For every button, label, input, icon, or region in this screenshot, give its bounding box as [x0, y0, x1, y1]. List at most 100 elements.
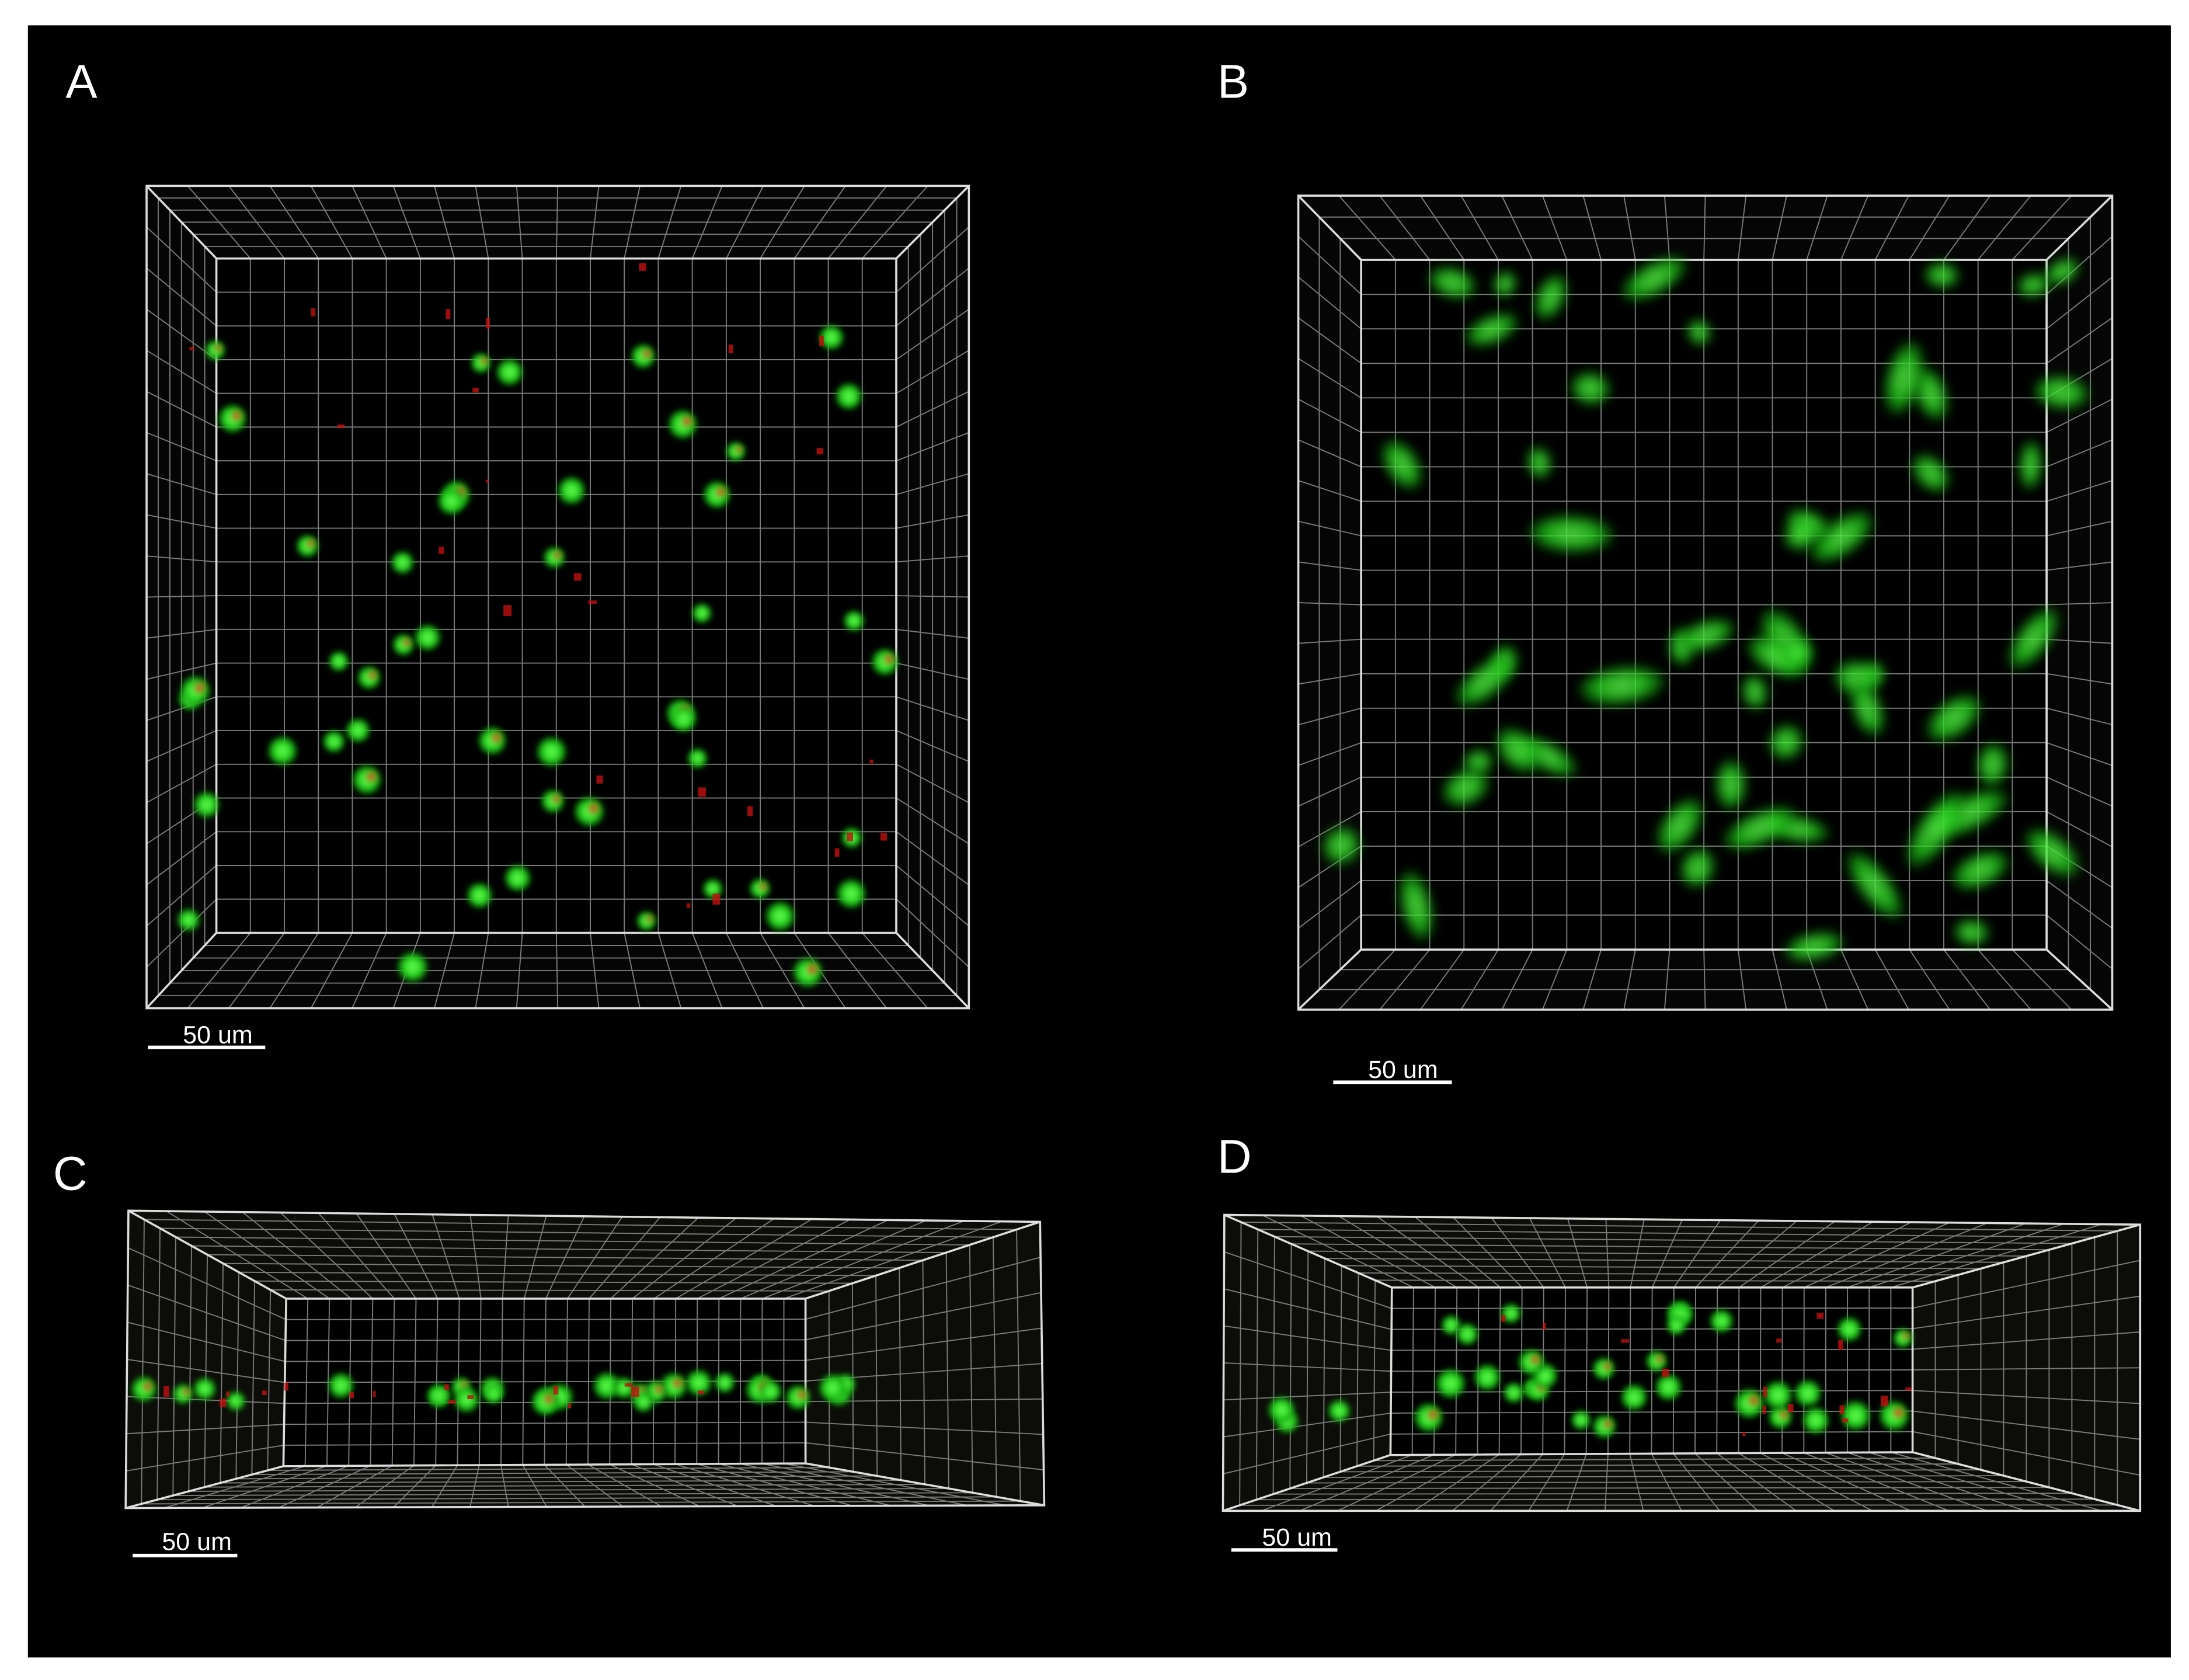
- box-face: [1298, 949, 2113, 1010]
- grid-line: [146, 763, 217, 804]
- grid-line: [1703, 196, 1706, 260]
- grid-line: [1373, 1458, 1936, 1462]
- grid-line: [146, 865, 217, 927]
- cell: [1687, 319, 1711, 346]
- cell-red: [807, 964, 818, 975]
- box-edge: [128, 1209, 287, 1300]
- cell: [193, 791, 220, 818]
- cell: [1322, 826, 1361, 865]
- debris: [847, 832, 853, 841]
- grid-line: [1223, 1325, 1392, 1351]
- grid-line: [896, 555, 969, 563]
- cell: [1495, 728, 1540, 773]
- cell: [267, 736, 298, 766]
- grid-line: [127, 1358, 285, 1383]
- cell-red: [716, 487, 726, 497]
- grid-line: [1298, 358, 1362, 399]
- grid-line: [1909, 195, 1950, 260]
- cell: [1954, 919, 1990, 946]
- cell: [1809, 511, 1874, 563]
- debris: [284, 1382, 288, 1391]
- cell: [685, 1369, 712, 1396]
- grid-line: [896, 350, 969, 394]
- cell: [543, 547, 565, 569]
- grid-line: [192, 1245, 946, 1253]
- cell: [1850, 683, 1885, 736]
- debris: [485, 318, 490, 329]
- cell: [1837, 1317, 1862, 1342]
- grid-line: [896, 831, 969, 886]
- debris: [588, 600, 597, 604]
- grid-line: [896, 865, 969, 927]
- debris: [1763, 1386, 1767, 1397]
- scale-bar-label: 50 um: [162, 1528, 232, 1556]
- box-edge: [805, 1220, 1040, 1300]
- cell: [687, 748, 708, 768]
- cell: [2008, 607, 2059, 669]
- cell: [1710, 1309, 1734, 1333]
- grid-line: [126, 1424, 284, 1435]
- grid-line: [1297, 276, 1362, 329]
- grid-line: [1341, 1265, 1981, 1269]
- cell: [612, 1377, 635, 1399]
- cell-red: [797, 1390, 806, 1400]
- box-face: [1298, 196, 2113, 260]
- grid-line: [1297, 236, 1362, 295]
- debris: [1776, 1338, 1781, 1343]
- grid-line: [147, 595, 217, 598]
- box-edge: [1912, 1223, 2141, 1289]
- cell: [636, 911, 656, 931]
- grid-line: [896, 308, 969, 360]
- cell: [1570, 371, 1610, 405]
- grid-line: [1298, 480, 1362, 502]
- grid-line: [1297, 914, 1362, 970]
- cell: [1723, 806, 1796, 850]
- debris: [1905, 1387, 1912, 1391]
- grid-line: [896, 628, 969, 639]
- grid-line: [1909, 949, 1950, 1010]
- grid-line: [286, 1319, 806, 1320]
- cell-red: [307, 540, 315, 548]
- cell-red: [1656, 1355, 1663, 1363]
- grid-line: [805, 1442, 1044, 1471]
- box-edge: [2045, 194, 2113, 261]
- grid-line: [1840, 949, 1869, 1010]
- grid-line: [270, 1289, 829, 1292]
- box-edge: [895, 932, 970, 1009]
- debris: [1838, 1340, 1843, 1350]
- cell: [504, 864, 531, 892]
- box-edge: [895, 185, 970, 259]
- box-edge: [1224, 1213, 1393, 1289]
- grid-line: [146, 662, 217, 680]
- grid-line: [2046, 317, 2113, 364]
- grid-line: [896, 797, 969, 844]
- grid-line: [805, 1421, 1043, 1435]
- cell: [1645, 1350, 1668, 1372]
- grid-line: [1840, 195, 1869, 260]
- cell: [765, 901, 795, 931]
- grid-line: [1358, 1272, 1958, 1276]
- cell: [322, 730, 345, 753]
- grid-line: [1912, 1260, 2141, 1309]
- cell: [467, 882, 493, 909]
- grid-line: [1912, 1367, 2141, 1371]
- cell: [1926, 694, 1982, 742]
- grid-line: [1298, 439, 1362, 468]
- cell: [1846, 851, 1903, 919]
- grid-line: [267, 1467, 830, 1471]
- debris: [596, 775, 603, 784]
- debris: [311, 308, 316, 316]
- panel-label: C: [53, 1147, 88, 1200]
- grid-line: [1298, 561, 1362, 571]
- debris: [834, 848, 840, 857]
- grid-line: [1623, 195, 1636, 260]
- debris: [1662, 1368, 1669, 1378]
- grid-line: [1290, 1487, 2049, 1490]
- grid-line: [285, 1359, 806, 1362]
- grid-line: [1912, 1390, 2141, 1404]
- cell: [531, 1388, 559, 1415]
- cell-red: [1428, 1409, 1438, 1420]
- cell: [1794, 1379, 1822, 1407]
- grid-line: [2046, 777, 2113, 807]
